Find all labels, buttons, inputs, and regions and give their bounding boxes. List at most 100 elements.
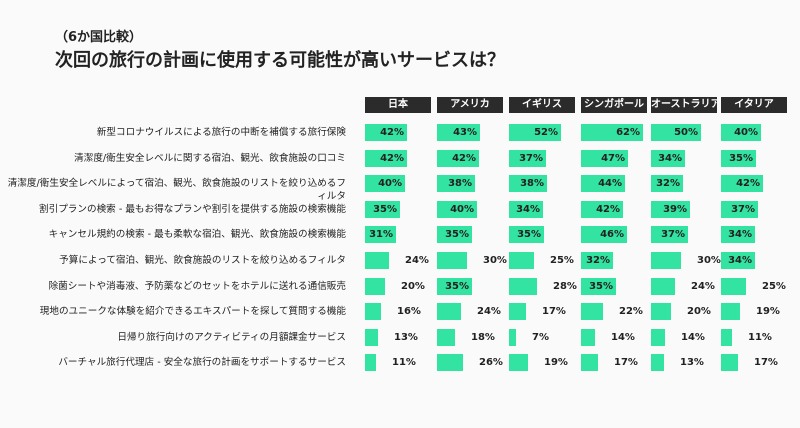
bar (721, 175, 763, 193)
bar (509, 149, 546, 167)
bar (721, 277, 746, 295)
bar (509, 252, 534, 269)
bar (651, 277, 675, 295)
bar (365, 277, 385, 295)
bar (509, 226, 544, 244)
bar (437, 252, 467, 269)
bar (365, 149, 407, 167)
value-label: 19% (756, 306, 780, 318)
value-label: 42% (380, 152, 404, 164)
row-label: 予算によって宿泊、観光、飲食施設のリストを絞り込めるフィルタ (59, 255, 346, 266)
value-label: 32% (586, 255, 610, 266)
value-label: 18% (471, 331, 495, 343)
bar (651, 149, 685, 167)
bar (581, 226, 627, 244)
value-label: 40% (378, 178, 402, 190)
value-label: 42% (596, 203, 620, 215)
bar (509, 175, 547, 193)
value-label: 34% (728, 255, 752, 266)
value-label: 37% (731, 203, 755, 215)
bar (437, 226, 472, 244)
bar (581, 277, 616, 295)
bar (721, 354, 738, 372)
bar (721, 303, 740, 321)
value-label: 50% (674, 127, 698, 138)
value-label: 62% (616, 127, 640, 138)
bar (651, 303, 671, 321)
bar (509, 328, 516, 346)
bar (651, 200, 690, 218)
value-label: 34% (728, 229, 752, 241)
value-label: 25% (762, 280, 786, 292)
bar (721, 124, 761, 141)
value-label: 31% (369, 229, 393, 241)
value-label: 13% (680, 357, 704, 369)
bar (581, 354, 598, 372)
value-label: 26% (479, 357, 503, 369)
bar (721, 149, 756, 167)
value-label: 42% (736, 178, 760, 190)
bar (651, 252, 681, 269)
value-label: 52% (534, 127, 558, 138)
bar (509, 200, 543, 218)
bar (721, 328, 732, 346)
bar (365, 328, 378, 346)
bar (581, 200, 623, 218)
bar (581, 252, 613, 269)
bar (365, 252, 389, 269)
value-label: 7% (532, 331, 549, 343)
bar (509, 124, 561, 141)
value-label: 42% (380, 127, 404, 138)
bar (365, 303, 381, 321)
column-header: 日本 (365, 97, 431, 113)
value-label: 20% (401, 280, 425, 292)
value-label: 24% (691, 280, 715, 292)
value-label: 17% (754, 357, 778, 369)
value-label: 38% (520, 178, 544, 190)
value-label: 28% (553, 280, 577, 292)
bar (437, 328, 455, 346)
value-label: 14% (611, 331, 635, 343)
row-label: バーチャル旅行代理店 - 安全な旅行の計画をサポートするサービス (58, 357, 346, 369)
value-label: 17% (614, 357, 638, 369)
value-label: 37% (519, 152, 543, 164)
value-label: 37% (661, 229, 685, 241)
row-label: 除菌シートや消毒液、予防薬などのセットをホテルに送れる通信販売 (48, 280, 346, 292)
column-header: アメリカ (437, 97, 503, 113)
value-label: 11% (392, 357, 416, 369)
bar (365, 124, 407, 141)
column-header: シンガポール (581, 97, 647, 113)
value-label: 35% (445, 280, 469, 292)
value-label: 22% (619, 306, 643, 318)
column-header: オーストラリア (651, 97, 717, 113)
value-label: 35% (517, 229, 541, 241)
value-label: 43% (453, 127, 477, 138)
bar (581, 175, 625, 193)
value-label: 34% (658, 152, 682, 164)
value-label: 44% (598, 178, 622, 190)
value-label: 38% (448, 178, 472, 190)
row-label: 清潔度/衛生安全レベルに関する宿泊、観光、飲食施設の口コミ (74, 152, 346, 164)
bar (437, 175, 475, 193)
value-label: 24% (477, 306, 501, 318)
value-label: 11% (748, 331, 772, 343)
value-label: 25% (550, 255, 574, 266)
value-label: 42% (452, 152, 476, 164)
value-label: 40% (450, 203, 474, 215)
bar (651, 328, 665, 346)
bar (365, 354, 376, 372)
row-label: 現地のユニークな体験を紹介できるエキスパートを探して質問する機能 (39, 306, 346, 318)
value-label: 17% (542, 306, 566, 318)
value-label: 20% (687, 306, 711, 318)
bar (437, 277, 472, 295)
value-label: 35% (729, 152, 753, 164)
bar (509, 303, 526, 321)
value-label: 46% (600, 229, 624, 241)
chart-title: 次回の旅行の計画に使用する可能性が高いサービスは？ (55, 50, 505, 71)
value-label: 14% (681, 331, 705, 343)
value-label: 19% (544, 357, 568, 369)
value-label: 35% (373, 203, 397, 215)
value-label: 30% (483, 255, 507, 266)
